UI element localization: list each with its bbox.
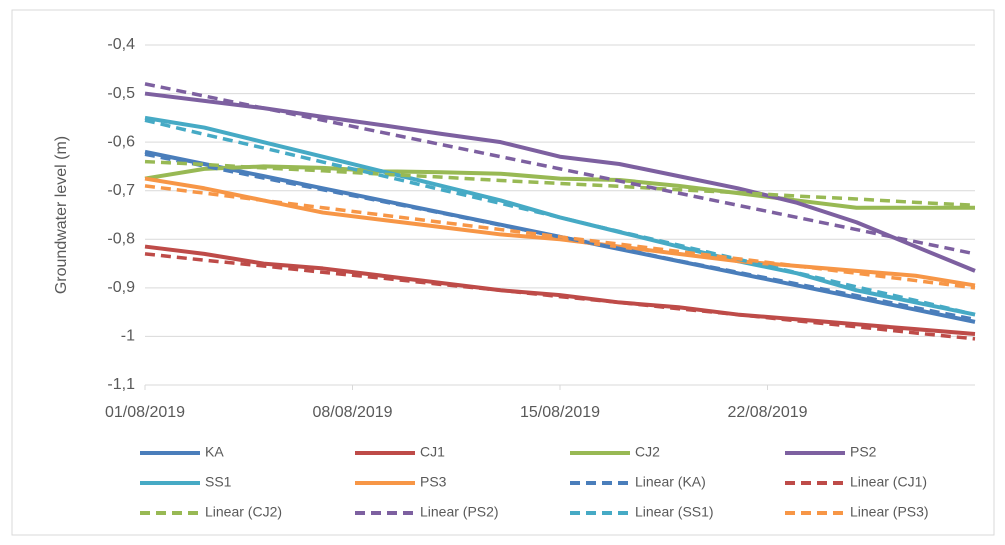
trend-line — [144, 82, 976, 256]
y-axis-label: Groundwater level (m) — [53, 136, 70, 294]
y-tick-label: -1,1 — [107, 376, 135, 393]
y-tick-label: -0,4 — [107, 36, 135, 53]
legend-label: CJ2 — [635, 444, 660, 460]
trend-line — [144, 252, 976, 341]
x-tick-label: 01/08/2019 — [105, 404, 185, 421]
x-tick-label: 15/08/2019 — [520, 404, 600, 421]
legend-label: Linear (CJ1) — [850, 474, 927, 490]
legend-label: PS3 — [420, 474, 447, 490]
series-line — [144, 115, 976, 317]
y-tick-label: -0,8 — [107, 231, 135, 248]
trend-line — [144, 118, 976, 317]
x-tick-label: 08/08/2019 — [312, 404, 392, 421]
y-tick-label: -0,7 — [107, 182, 135, 199]
legend-label: KA — [205, 444, 224, 460]
y-tick-label: -0,6 — [107, 133, 135, 150]
series-line — [144, 91, 976, 273]
y-tick-label: -0,9 — [107, 279, 135, 296]
trend-line — [144, 184, 976, 290]
x-tick-label: 22/08/2019 — [727, 404, 807, 421]
legend-label: Linear (PS2) — [420, 504, 499, 520]
legend-label: SS1 — [205, 474, 232, 490]
y-tick-label: -0,5 — [107, 85, 135, 102]
trend-line — [144, 159, 976, 208]
legend-label: Linear (CJ2) — [205, 504, 282, 520]
legend-label: Linear (SS1) — [635, 504, 714, 520]
legend-label: CJ1 — [420, 444, 445, 460]
legend-label: Linear (PS3) — [850, 504, 929, 520]
series-line — [144, 164, 975, 210]
legend-label: Linear (KA) — [635, 474, 706, 490]
y-tick-label: -1 — [121, 328, 135, 345]
legend-label: PS2 — [850, 444, 877, 460]
